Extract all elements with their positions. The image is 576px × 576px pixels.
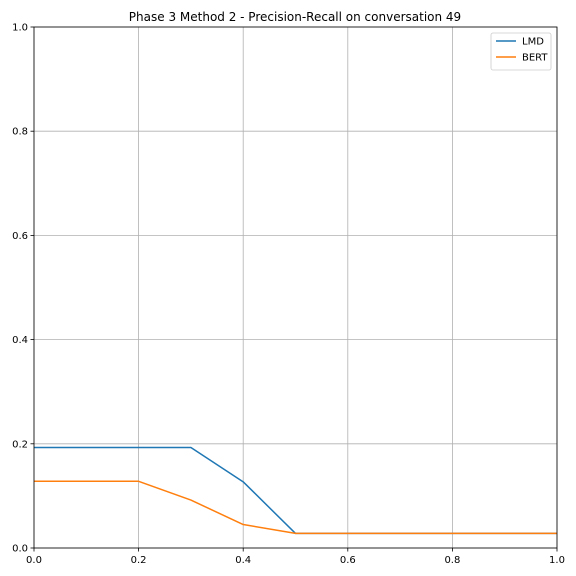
y-tick-label: 0.4 (12, 335, 28, 346)
chart-title: Phase 3 Method 2 - Precision-Recall on c… (129, 10, 461, 24)
x-tick-label: 1.0 (549, 555, 565, 566)
legend-label-bert: BERT (522, 53, 548, 64)
series-line-bert (34, 480, 557, 535)
axis-ticks: 0.0 0.2 0.4 0.6 0.8 1.0 0.0 0.2 0.4 0.6 0.8 1.0 (12, 23, 565, 567)
y-tick-label: 0.8 (12, 127, 28, 138)
x-tick-label: 0.6 (340, 555, 356, 566)
legend-label-lmd: LMD (522, 37, 544, 48)
legend: LMD BERT (490, 32, 552, 71)
y-tick-label: 0.2 (12, 439, 28, 450)
y-tick-label: 0.0 (12, 544, 28, 555)
x-tick-label: 0.4 (235, 555, 251, 566)
x-tick-label: 0.2 (131, 555, 147, 566)
series-line-lmd (34, 446, 557, 535)
plot-frame (33, 26, 558, 549)
x-tick-label: 0.0 (26, 555, 42, 566)
x-tick-label: 0.8 (444, 555, 460, 566)
legend-box (490, 32, 552, 71)
y-tick-label: 0.6 (12, 231, 28, 242)
y-tick-label: 1.0 (12, 23, 28, 34)
series-lines (34, 446, 557, 535)
grid (33, 26, 558, 549)
